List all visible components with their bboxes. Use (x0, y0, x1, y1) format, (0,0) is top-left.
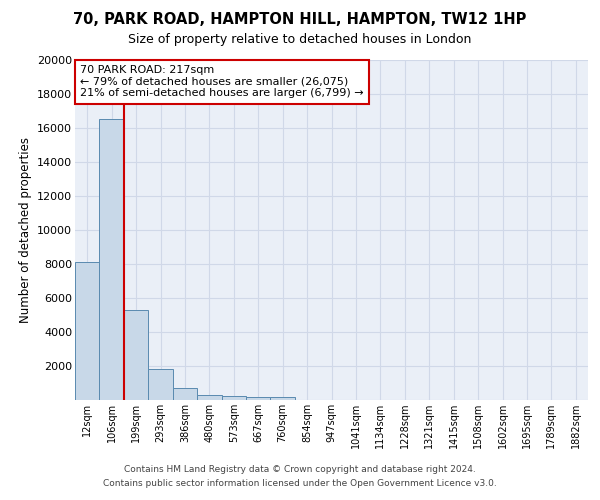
Bar (173, 388, 197, 400)
Bar (221, 396, 246, 400)
Bar (124, 310, 148, 400)
Text: Size of property relative to detached houses in London: Size of property relative to detached ho… (128, 32, 472, 46)
Bar (100, 120, 124, 400)
Bar (197, 395, 221, 400)
Text: 70, PARK ROAD, HAMPTON HILL, HAMPTON, TW12 1HP: 70, PARK ROAD, HAMPTON HILL, HAMPTON, TW… (73, 12, 527, 28)
Text: Contains HM Land Registry data © Crown copyright and database right 2024.
Contai: Contains HM Land Registry data © Crown c… (103, 466, 497, 487)
Y-axis label: Number of detached properties: Number of detached properties (19, 137, 32, 323)
Bar (75, 262, 100, 400)
Text: 70 PARK ROAD: 217sqm
← 79% of detached houses are smaller (26,075)
21% of semi-d: 70 PARK ROAD: 217sqm ← 79% of detached h… (80, 65, 364, 98)
Bar (246, 396, 271, 400)
Bar (271, 397, 295, 400)
Bar (148, 368, 173, 400)
